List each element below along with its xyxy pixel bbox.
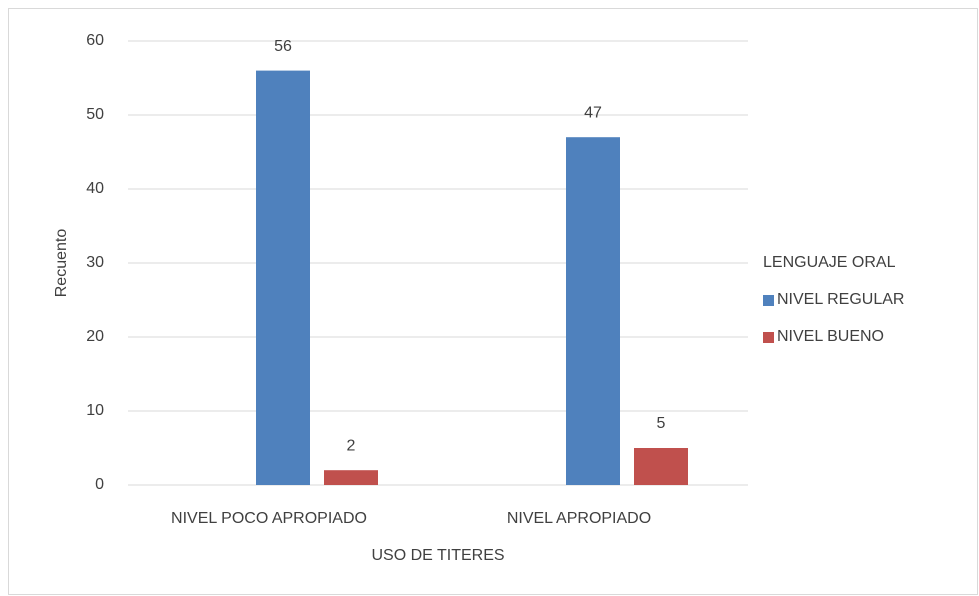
legend-title: LENGUAJE ORAL xyxy=(763,254,896,271)
chart-border xyxy=(8,8,978,595)
data-label: 5 xyxy=(657,415,666,432)
bar xyxy=(634,448,688,485)
y-tick-label: 0 xyxy=(95,476,104,493)
y-tick-label: 30 xyxy=(86,254,104,271)
legend-swatch xyxy=(763,332,774,343)
y-tick-label: 60 xyxy=(86,32,104,49)
y-tick-label: 40 xyxy=(86,180,104,197)
data-label: 56 xyxy=(274,38,292,55)
x-tick-label: NIVEL POCO APROPIADO xyxy=(171,510,367,527)
y-tick-label: 50 xyxy=(86,106,104,123)
y-tick-label: 20 xyxy=(86,328,104,345)
legend-swatch xyxy=(763,295,774,306)
legend-label: NIVEL BUENO xyxy=(777,328,884,345)
bar xyxy=(256,70,310,485)
y-axis-label: Recuento xyxy=(53,229,70,298)
x-tick-label: NIVEL APROPIADO xyxy=(507,510,651,527)
data-label: 2 xyxy=(347,437,356,454)
legend-label: NIVEL REGULAR xyxy=(777,291,904,308)
x-axis-label: USO DE TITERES xyxy=(371,547,504,564)
y-tick-label: 10 xyxy=(86,402,104,419)
bar xyxy=(324,470,378,485)
bar xyxy=(566,137,620,485)
data-label: 47 xyxy=(584,104,602,121)
